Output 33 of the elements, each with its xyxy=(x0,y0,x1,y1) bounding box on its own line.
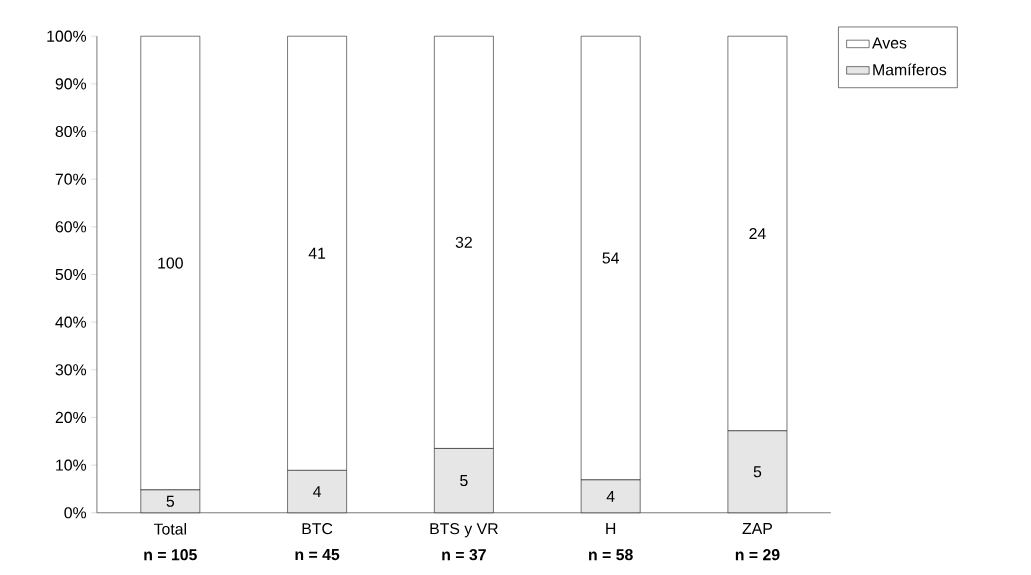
y-tick-label: 30% xyxy=(55,364,87,376)
y-tick-label: 80% xyxy=(55,126,87,138)
x-tick-label: Total xyxy=(153,523,186,535)
y-tick-label: 70% xyxy=(55,173,87,185)
annotation: 41 xyxy=(308,247,326,259)
annotation: 32 xyxy=(455,236,472,249)
y-tick-label: 50% xyxy=(55,269,87,281)
annotation: 4 xyxy=(606,491,615,502)
x-tick-label: H xyxy=(606,523,616,535)
annotation: 54 xyxy=(602,252,619,264)
text: n = 45 xyxy=(295,549,340,561)
x-tick-label: ZAP xyxy=(742,523,772,535)
annotation: 4 xyxy=(313,486,322,498)
y-tick-label: 10% xyxy=(56,459,87,471)
y-tick-label: 100% xyxy=(47,30,87,42)
text: n = 105 xyxy=(144,549,197,561)
x-tick-label: BTS y VR xyxy=(430,523,498,538)
annotation: 100 xyxy=(158,257,183,269)
annotation: 5 xyxy=(753,466,762,478)
text: n = 37 xyxy=(442,549,486,561)
y-tick-label: 60% xyxy=(55,221,87,233)
annotation: 5 xyxy=(460,475,468,487)
y-tick-label: 40% xyxy=(55,316,87,328)
y-tick-label: 20% xyxy=(55,412,87,424)
text: n = 58 xyxy=(589,549,633,561)
annotation: 24 xyxy=(749,228,766,240)
legend-label: Aves xyxy=(872,37,907,49)
annotation: 5 xyxy=(166,495,175,507)
x-tick-label: BTC xyxy=(302,523,333,535)
legend-label: Mamíferos xyxy=(873,63,947,76)
text: n = 29 xyxy=(735,549,780,561)
y-tick-label: 90% xyxy=(55,78,87,90)
y-tick-label: 0% xyxy=(64,507,87,519)
